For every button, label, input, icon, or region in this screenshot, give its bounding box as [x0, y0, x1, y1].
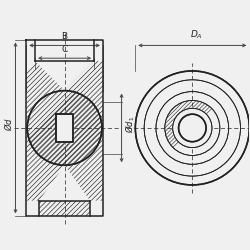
Text: $Ød_1$: $Ød_1$	[124, 115, 137, 133]
PathPatch shape	[39, 201, 90, 216]
PathPatch shape	[26, 61, 64, 201]
Text: C: C	[62, 45, 68, 54]
PathPatch shape	[56, 114, 74, 142]
Text: $D_A$: $D_A$	[190, 29, 203, 42]
Text: $Ød$: $Ød$	[2, 117, 14, 131]
Text: B: B	[62, 32, 68, 42]
PathPatch shape	[56, 114, 74, 142]
PathPatch shape	[27, 61, 103, 201]
PathPatch shape	[35, 40, 94, 61]
Circle shape	[173, 108, 212, 148]
PathPatch shape	[27, 90, 102, 165]
Bar	[56, 114, 74, 142]
PathPatch shape	[165, 100, 220, 156]
